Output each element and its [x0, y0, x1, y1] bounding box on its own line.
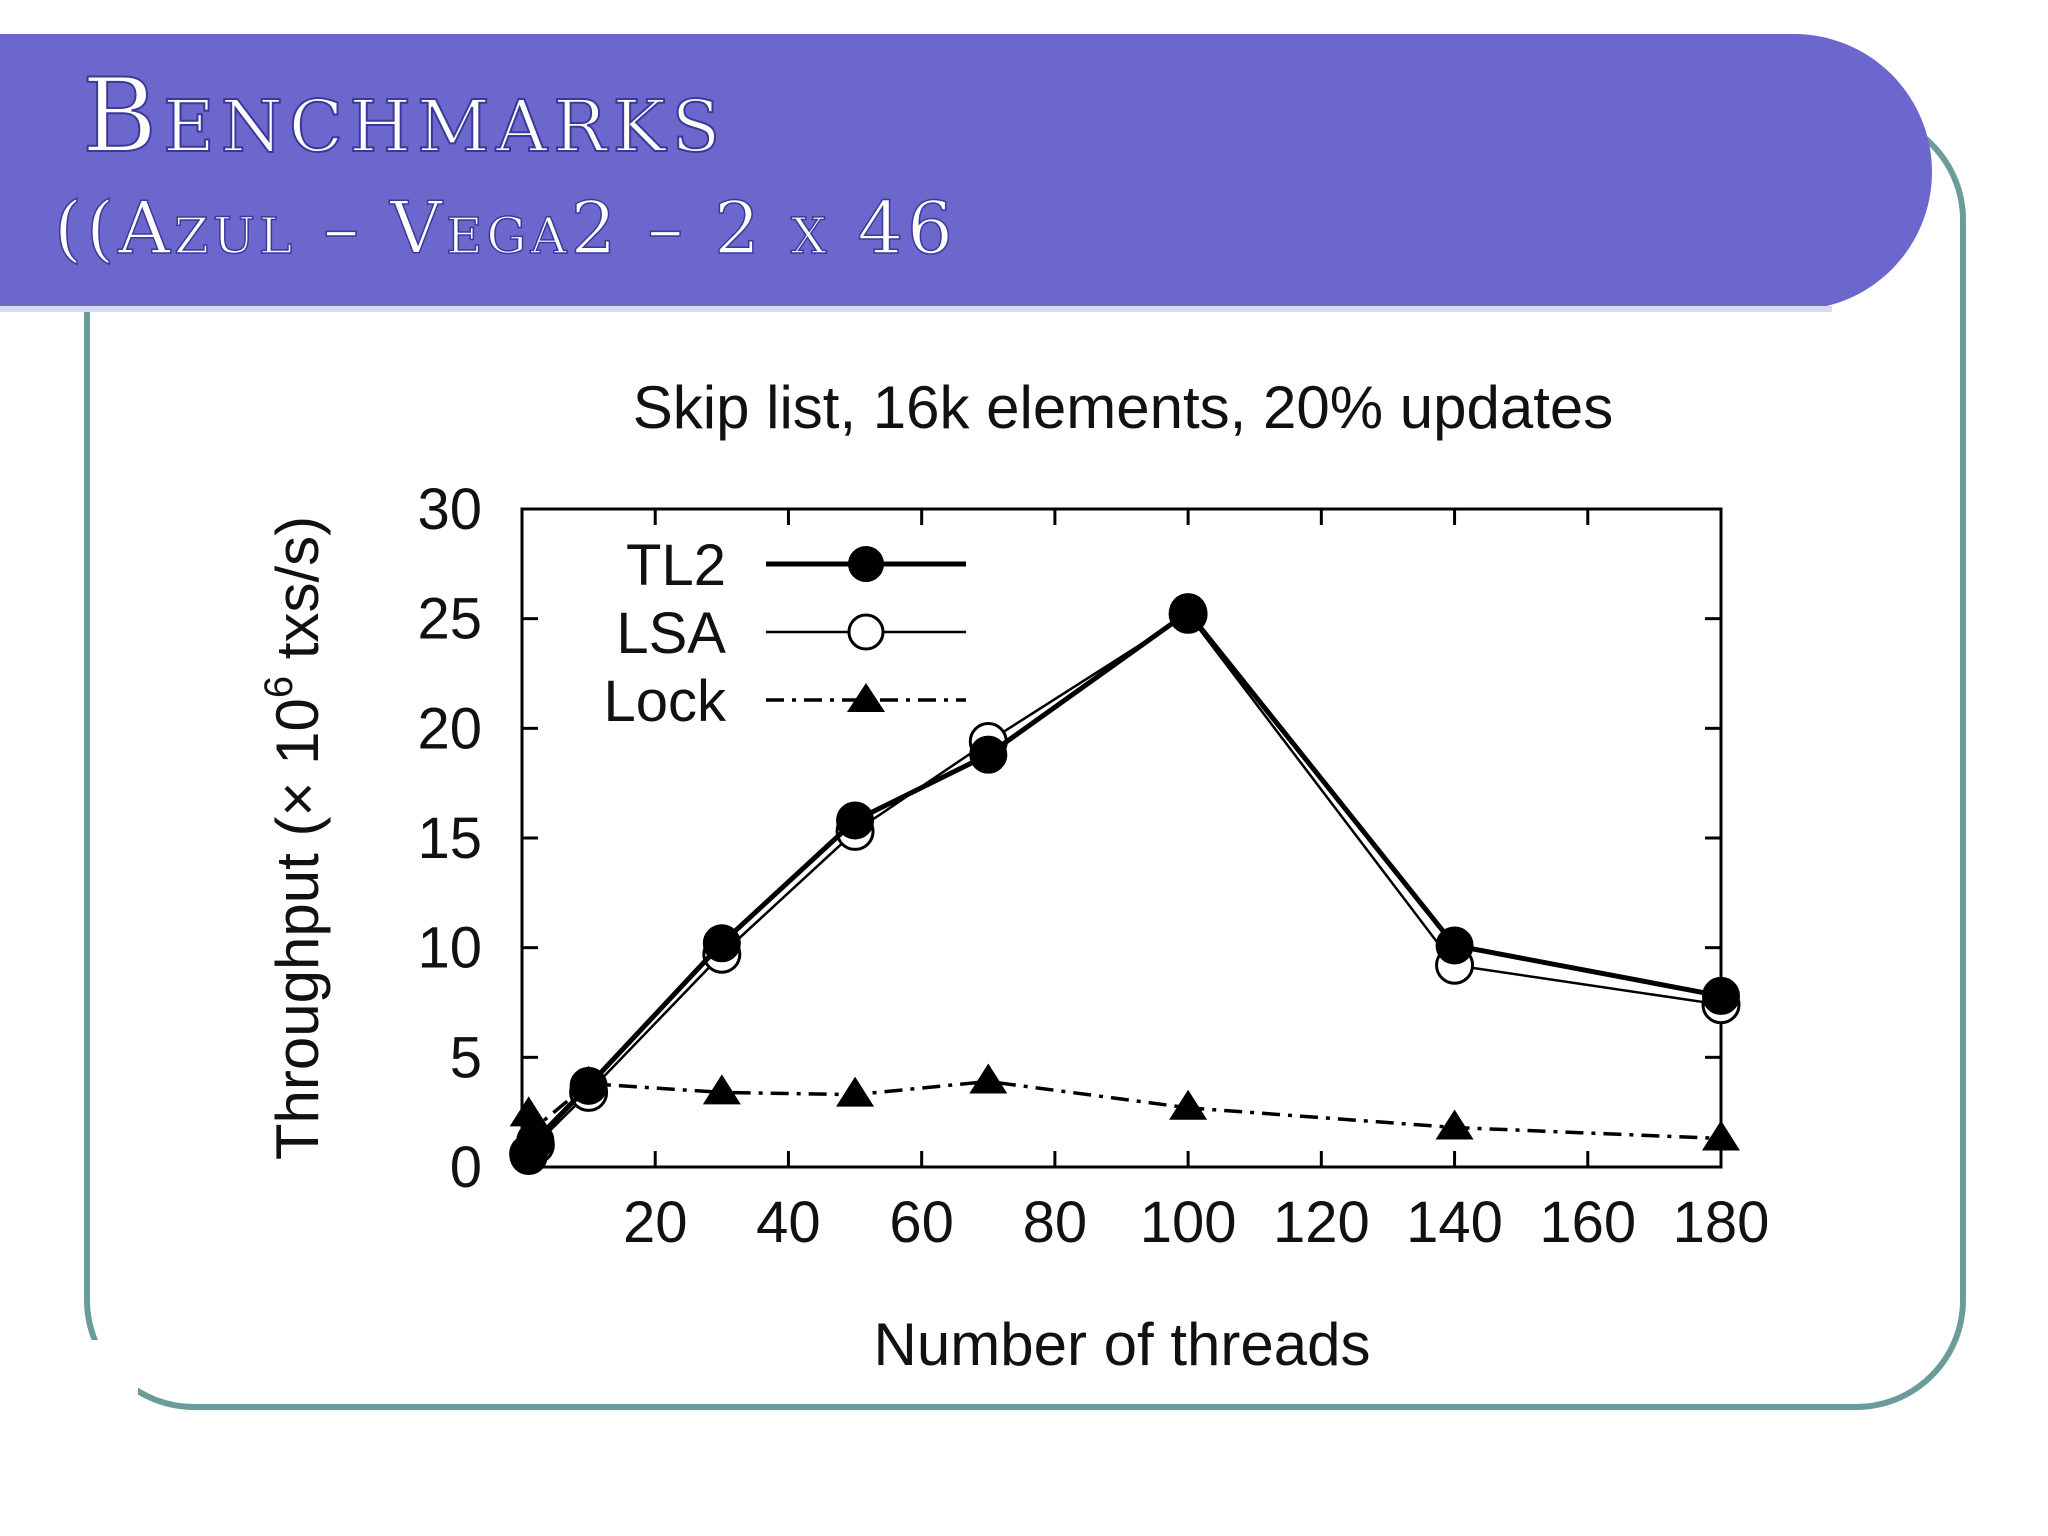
x-tick-label: 80 — [1023, 1190, 1088, 1255]
data-point-tl2 — [516, 1121, 555, 1160]
y-tick-label: 20 — [417, 696, 482, 761]
slide-subtitle: ((Azul – Vega2 – 2 x 46 — [53, 186, 957, 270]
y-axis: 0 5 10 15 20 25 30 — [417, 477, 1721, 1200]
data-point-tl2 — [702, 924, 741, 963]
y-axis-label-exponent: 6 — [257, 676, 301, 698]
slide-frame — [84, 110, 1966, 1410]
legend-marker-tl2 — [848, 546, 884, 582]
series-layer — [509, 593, 1741, 1176]
slide-title: Benchmarks — [81, 57, 727, 176]
y-tick-label: 5 — [450, 1025, 482, 1090]
data-point-tl2 — [969, 735, 1008, 774]
data-point-lock — [1702, 1120, 1740, 1151]
legend-item-lock: Lock — [603, 669, 966, 734]
legend: TL2 LSA Lock — [603, 533, 966, 734]
x-tick-label: 100 — [1140, 1190, 1237, 1255]
banner-rule — [0, 306, 1832, 312]
y-tick-label: 10 — [417, 916, 482, 981]
series-tl2 — [509, 593, 1740, 1176]
y-axis-label-tail: txs/s) — [264, 516, 331, 676]
data-point-lock — [836, 1076, 875, 1107]
y-axis-label-main: Throughput (× 10 — [264, 698, 331, 1160]
legend-marker-lsa — [847, 613, 885, 651]
y-tick-label: 15 — [417, 806, 482, 871]
x-tick-label: 40 — [756, 1190, 821, 1255]
legend-item-lsa: LSA — [616, 601, 966, 666]
data-point-lock — [1435, 1109, 1474, 1140]
y-tick-label: 25 — [417, 587, 482, 652]
legend-label-tl2: TL2 — [626, 533, 726, 598]
series-line-lock — [527, 1079, 1722, 1141]
x-tick-label: 20 — [623, 1190, 688, 1255]
x-axis-label: Number of threads — [874, 1311, 1371, 1378]
series-lock — [509, 1063, 1740, 1151]
legend-marker-lock — [847, 683, 885, 712]
data-point-tl2 — [569, 1066, 608, 1105]
legend-label-lsa: LSA — [616, 601, 726, 666]
data-point-tl2 — [1435, 926, 1474, 965]
data-point-tl2 — [1169, 593, 1208, 632]
legend-label-lock: Lock — [603, 669, 727, 734]
legend-item-tl2: TL2 — [626, 533, 966, 598]
data-point-lock — [702, 1074, 741, 1105]
x-tick-label: 160 — [1539, 1190, 1636, 1255]
y-tick-label: 0 — [450, 1135, 482, 1200]
x-tick-label: 60 — [889, 1190, 954, 1255]
frame-notch — [78, 1340, 138, 1410]
y-axis-label: Throughput (× 106 txs/s) — [257, 516, 331, 1160]
x-axis: 20 40 60 80 100 120 140 160 180 — [623, 509, 1769, 1255]
data-point-tl2 — [1702, 976, 1740, 1015]
data-point-tl2 — [836, 801, 875, 840]
y-tick-label: 30 — [417, 477, 482, 542]
x-tick-label: 180 — [1673, 1190, 1770, 1255]
x-tick-label: 140 — [1406, 1190, 1503, 1255]
data-point-lock — [1169, 1089, 1208, 1120]
x-tick-label: 120 — [1273, 1190, 1370, 1255]
data-point-lock — [969, 1063, 1008, 1094]
chart-title: Skip list, 16k elements, 20% updates — [633, 374, 1614, 441]
title-banner — [0, 34, 1932, 312]
